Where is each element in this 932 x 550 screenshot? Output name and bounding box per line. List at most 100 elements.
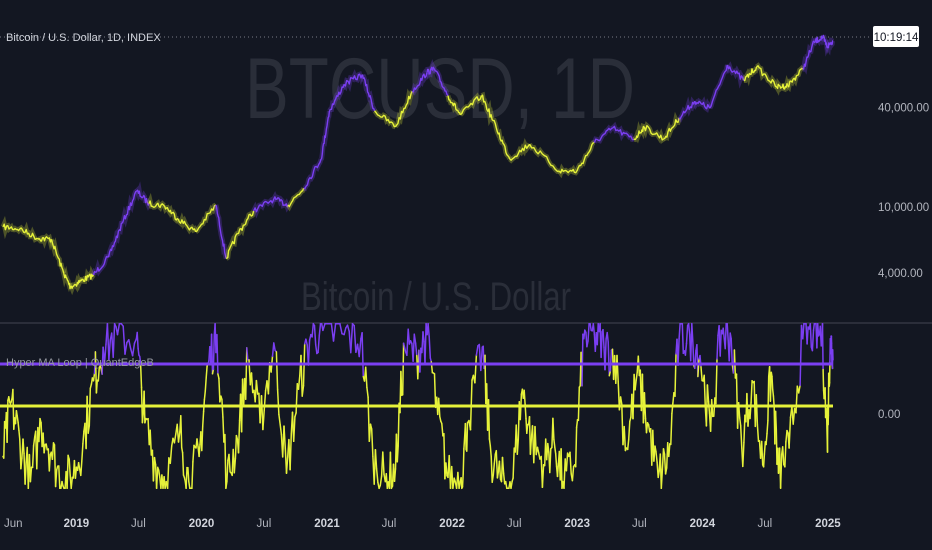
score-segment bbox=[204, 377, 207, 392]
score-segment bbox=[504, 480, 508, 490]
score-segment bbox=[560, 448, 563, 490]
time-tick-label: Jul bbox=[257, 518, 272, 530]
score-segment bbox=[785, 429, 788, 443]
oscillator-pane[interactable] bbox=[0, 322, 834, 490]
score-segment bbox=[750, 380, 753, 403]
score-segment bbox=[95, 379, 99, 394]
score-segment bbox=[774, 410, 778, 430]
price-segment bbox=[273, 196, 289, 208]
score-segment bbox=[439, 415, 442, 422]
score-segment bbox=[137, 347, 140, 356]
score-segment bbox=[332, 322, 337, 342]
score-segment bbox=[180, 446, 184, 454]
score-segment bbox=[66, 454, 69, 490]
price-segment bbox=[195, 204, 217, 233]
score-segment bbox=[822, 368, 825, 392]
score-segment bbox=[139, 362, 143, 389]
price-segment bbox=[328, 84, 345, 112]
price-segment bbox=[678, 100, 696, 120]
score-segment bbox=[600, 331, 603, 359]
score-segment bbox=[756, 424, 760, 442]
score-segment bbox=[152, 456, 156, 482]
score-segment bbox=[742, 441, 745, 468]
indicator-title[interactable]: Hyper MA Loop | QuantEdgeB bbox=[6, 357, 154, 369]
score-segment bbox=[188, 480, 191, 490]
price-segment bbox=[320, 110, 331, 160]
time-axis[interactable]: Jun 2019 Jul 2020 Jul 2021 Jul 2022 Jul 2023 Jul 20… bbox=[4, 518, 841, 530]
score-segment bbox=[755, 394, 759, 426]
score-segment bbox=[68, 458, 71, 477]
score-segment bbox=[205, 365, 208, 379]
price-segment bbox=[177, 218, 197, 233]
score-segment bbox=[556, 463, 560, 478]
score-segment bbox=[730, 338, 733, 364]
score-segment bbox=[201, 425, 204, 452]
score-segment bbox=[795, 385, 799, 414]
score-segment bbox=[210, 333, 214, 375]
score-segment bbox=[136, 331, 139, 350]
score-segment bbox=[317, 334, 321, 354]
price-pane[interactable] bbox=[0, 34, 836, 296]
score-segment bbox=[738, 417, 742, 427]
score-segment bbox=[225, 480, 228, 490]
score-segment bbox=[187, 466, 190, 483]
score-segment bbox=[250, 372, 254, 394]
score-segment bbox=[166, 457, 170, 490]
score-segment bbox=[54, 469, 58, 488]
price-segment bbox=[663, 117, 680, 140]
score-segment bbox=[724, 322, 727, 350]
price-axis[interactable]: 40,000.00 10,000.00 4,000.00 bbox=[878, 102, 929, 280]
score-segment bbox=[691, 322, 694, 342]
score-segment bbox=[153, 456, 157, 466]
score-segment bbox=[575, 419, 579, 429]
score-segment bbox=[565, 452, 569, 472]
score-segment bbox=[762, 453, 766, 468]
score-segment bbox=[534, 425, 537, 456]
score-segment bbox=[799, 324, 803, 387]
score-segment bbox=[305, 338, 308, 346]
score-segment bbox=[58, 465, 61, 490]
score-segment bbox=[495, 449, 499, 479]
score-segment bbox=[278, 413, 281, 426]
score-segment bbox=[283, 425, 287, 450]
score-segment bbox=[445, 462, 448, 477]
score-segment bbox=[616, 354, 619, 383]
score-segment bbox=[657, 470, 660, 479]
score-segment bbox=[654, 445, 657, 453]
symbol-title[interactable]: Bitcoin / U.S. Dollar, 1D, INDEX bbox=[6, 32, 161, 44]
price-segment bbox=[694, 100, 711, 110]
score-segment bbox=[788, 416, 792, 449]
oscillator-axis[interactable]: 0.00 bbox=[878, 409, 900, 421]
score-segment bbox=[346, 324, 350, 333]
score-segment bbox=[825, 407, 828, 420]
score-segment bbox=[358, 338, 362, 358]
score-segment bbox=[169, 445, 173, 465]
score-segment bbox=[364, 366, 368, 389]
score-segment bbox=[700, 366, 703, 382]
score-segment bbox=[466, 422, 469, 452]
score-segment bbox=[226, 459, 229, 483]
score-segment bbox=[728, 332, 731, 362]
score-segment bbox=[51, 442, 55, 461]
score-segment bbox=[74, 466, 78, 479]
score-segment bbox=[77, 462, 81, 470]
score-segment bbox=[267, 361, 271, 395]
score-segment bbox=[43, 443, 46, 454]
score-segment bbox=[48, 453, 52, 472]
score-segment bbox=[660, 468, 664, 490]
price-segment bbox=[528, 143, 560, 172]
score-segment bbox=[103, 343, 107, 365]
score-segment bbox=[15, 410, 18, 417]
score-segment bbox=[464, 422, 467, 451]
score-segment bbox=[389, 451, 393, 490]
price-segment bbox=[822, 34, 828, 48]
score-segment bbox=[396, 445, 399, 463]
price-segment bbox=[92, 256, 109, 276]
price-segment bbox=[709, 64, 729, 109]
score-segment bbox=[571, 465, 575, 482]
score-segment bbox=[569, 451, 572, 475]
score-segment bbox=[285, 456, 289, 474]
score-segment bbox=[541, 464, 545, 489]
time-tick-label: 2023 bbox=[564, 518, 590, 530]
